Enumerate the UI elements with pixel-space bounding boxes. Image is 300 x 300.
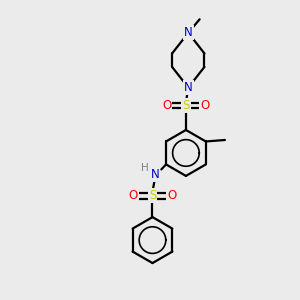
Text: O: O bbox=[167, 189, 176, 203]
Text: N: N bbox=[184, 26, 193, 39]
Text: O: O bbox=[162, 99, 171, 112]
Text: S: S bbox=[182, 99, 190, 112]
Text: N: N bbox=[184, 81, 193, 94]
Text: S: S bbox=[149, 189, 156, 203]
Text: O: O bbox=[129, 189, 138, 203]
Text: H: H bbox=[141, 163, 148, 173]
Text: N: N bbox=[151, 168, 159, 181]
Text: O: O bbox=[200, 99, 210, 112]
